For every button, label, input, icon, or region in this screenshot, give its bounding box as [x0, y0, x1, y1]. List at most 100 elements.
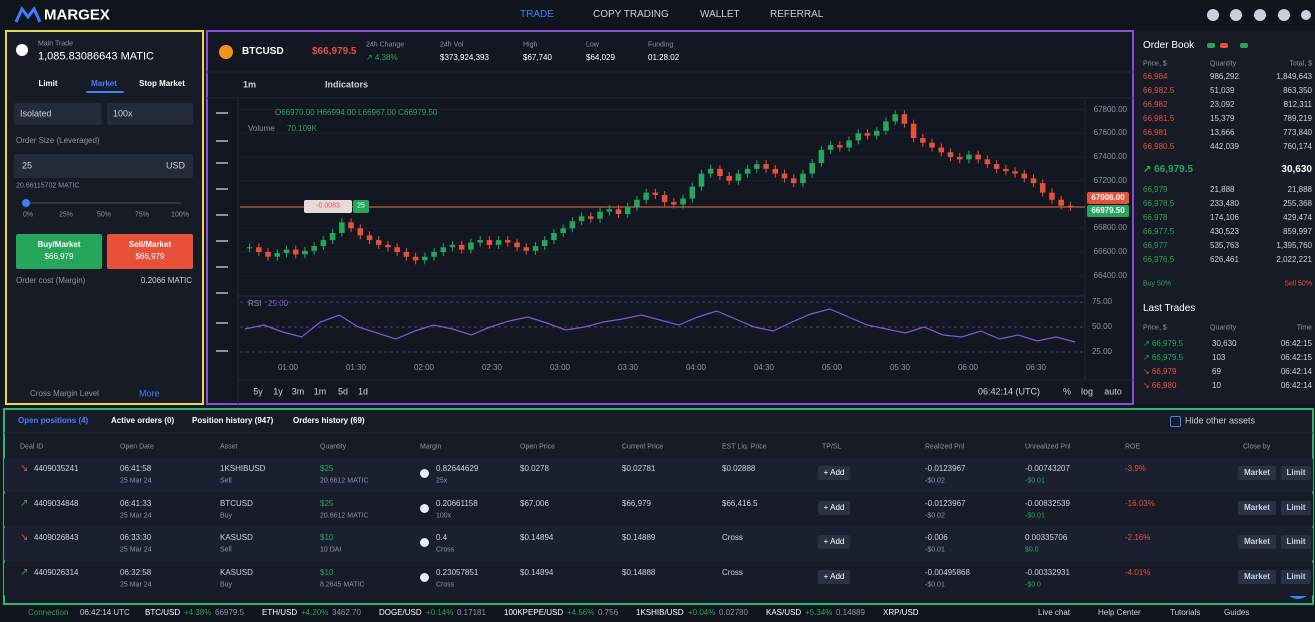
candle — [984, 159, 991, 165]
label: Sell — [220, 477, 232, 485]
size-input[interactable] — [14, 154, 193, 178]
label[interactable]: + Add — [823, 571, 845, 581]
scale-option[interactable]: % — [1062, 386, 1072, 397]
label[interactable]: + Add — [823, 537, 845, 546]
leverage-select[interactable] — [107, 103, 193, 125]
footer-link[interactable]: Tutorials — [1170, 608, 1201, 617]
candle — [431, 252, 437, 257]
nav-item[interactable]: REFERRAL — [770, 9, 824, 20]
range-button[interactable]: 5y — [253, 386, 263, 397]
candle — [717, 168, 723, 176]
label: 863,350 — [1283, 86, 1312, 95]
x-tick-label: 03:00 — [549, 363, 571, 372]
add-tpsl-button[interactable] — [818, 535, 850, 549]
candle — [560, 228, 566, 233]
close-limit-button[interactable] — [1281, 535, 1311, 549]
label: 13,666 — [1210, 128, 1235, 137]
rsi-tick-label: 75.00 — [1091, 297, 1112, 306]
label[interactable]: Limit — [1286, 468, 1306, 477]
close-market-button[interactable] — [1238, 500, 1276, 515]
candle — [615, 209, 622, 214]
label: XRP/USD — [883, 608, 919, 617]
add-tpsl-button[interactable] — [818, 500, 850, 515]
close-market-button[interactable] — [1238, 569, 1276, 584]
nav-item[interactable]: COPY TRADING — [593, 9, 669, 20]
range-button[interactable]: 1y — [273, 386, 283, 397]
nav-item[interactable]: WALLET — [700, 9, 740, 20]
order-type-tab[interactable]: Limit — [38, 79, 58, 88]
label: -0.00832539 — [1025, 498, 1070, 508]
label: $0.14888 — [622, 567, 656, 577]
label[interactable]: Sell/Market — [128, 240, 172, 249]
label: -0.00495868 — [925, 567, 970, 577]
label[interactable]: Market — [1244, 468, 1270, 477]
label[interactable]: + Add — [823, 502, 845, 512]
close-market-button[interactable] — [1238, 535, 1276, 549]
label[interactable]: Limit — [1286, 537, 1306, 546]
range-button[interactable]: 1d — [357, 386, 369, 397]
range-button[interactable]: 1m — [313, 386, 327, 397]
range-button[interactable]: 3m — [291, 386, 305, 397]
label[interactable]: 1m — [243, 79, 257, 90]
range-button[interactable]: 5d — [337, 386, 349, 397]
positions-tab[interactable]: Active orders (0) — [111, 416, 175, 425]
label: -2.16% — [1125, 533, 1151, 542]
label: 0.2066 MATIC — [141, 276, 192, 285]
label[interactable]: Buy/Market — [37, 240, 81, 249]
checkbox[interactable] — [1170, 416, 1181, 427]
nav-item[interactable]: TRADE — [520, 9, 554, 20]
label[interactable]: Limit — [1286, 502, 1306, 512]
label[interactable]: Market — [1244, 571, 1270, 581]
label: 30,630 — [1212, 339, 1237, 348]
candle — [901, 114, 908, 124]
label: ↘ — [20, 463, 29, 474]
slider-thumb[interactable] — [22, 199, 30, 207]
positions-tab[interactable]: Open positions (4) — [18, 416, 89, 425]
close-limit-button[interactable] — [1281, 466, 1311, 480]
candle — [855, 133, 862, 141]
order-type-tab[interactable]: Stop Market — [139, 79, 185, 88]
column-header: Unrealized Pnl — [1025, 443, 1071, 451]
order-book-panel — [1135, 31, 1315, 404]
label: 66,982.5 — [1143, 86, 1175, 95]
label[interactable]: More — [139, 388, 160, 399]
add-tpsl-button[interactable] — [818, 466, 850, 480]
label: 4409034848 — [34, 498, 79, 508]
label: $0.14889 — [622, 533, 656, 542]
label[interactable]: + Add — [823, 468, 845, 477]
add-tpsl-button[interactable] — [818, 569, 850, 584]
candle — [966, 154, 972, 160]
label: 66,981.5 — [1143, 114, 1175, 123]
close-limit-button[interactable] — [1281, 500, 1311, 515]
positions-tab[interactable]: Orders history (69) — [293, 416, 365, 425]
candle — [495, 240, 502, 245]
scale-option[interactable]: auto — [1104, 386, 1122, 397]
label[interactable]: Market — [1244, 502, 1270, 512]
label: Volume — [248, 124, 275, 133]
label: 23,092 — [1210, 100, 1235, 109]
footer-link[interactable]: Help Center — [1098, 608, 1141, 617]
margin-select[interactable] — [14, 103, 102, 125]
label: 0.02780 — [719, 608, 748, 617]
label: ↗ 66,979.5 — [1143, 339, 1184, 348]
close-market-button[interactable] — [1238, 466, 1276, 480]
account-icon — [16, 44, 28, 56]
label[interactable]: Limit — [1286, 571, 1306, 581]
candle — [772, 168, 779, 174]
positions-tab[interactable]: Position history (947) — [192, 416, 274, 425]
label: -$0.02 — [925, 512, 945, 519]
label[interactable]: Hide other assets — [1185, 415, 1256, 426]
scale-option[interactable]: log — [1080, 386, 1094, 397]
order-type-tab[interactable]: Market — [91, 79, 117, 88]
close-limit-button[interactable] — [1281, 569, 1311, 584]
sell-button[interactable] — [107, 234, 193, 269]
label[interactable]: Indicators — [325, 79, 369, 90]
coin-icon — [420, 469, 429, 478]
footer-link[interactable]: Guides — [1224, 608, 1250, 617]
label[interactable]: Market — [1244, 537, 1270, 546]
label: +4.38% — [184, 608, 212, 617]
candle — [1039, 183, 1046, 193]
footer-link[interactable]: Live chat — [1038, 608, 1071, 617]
buy-button[interactable] — [16, 234, 102, 269]
